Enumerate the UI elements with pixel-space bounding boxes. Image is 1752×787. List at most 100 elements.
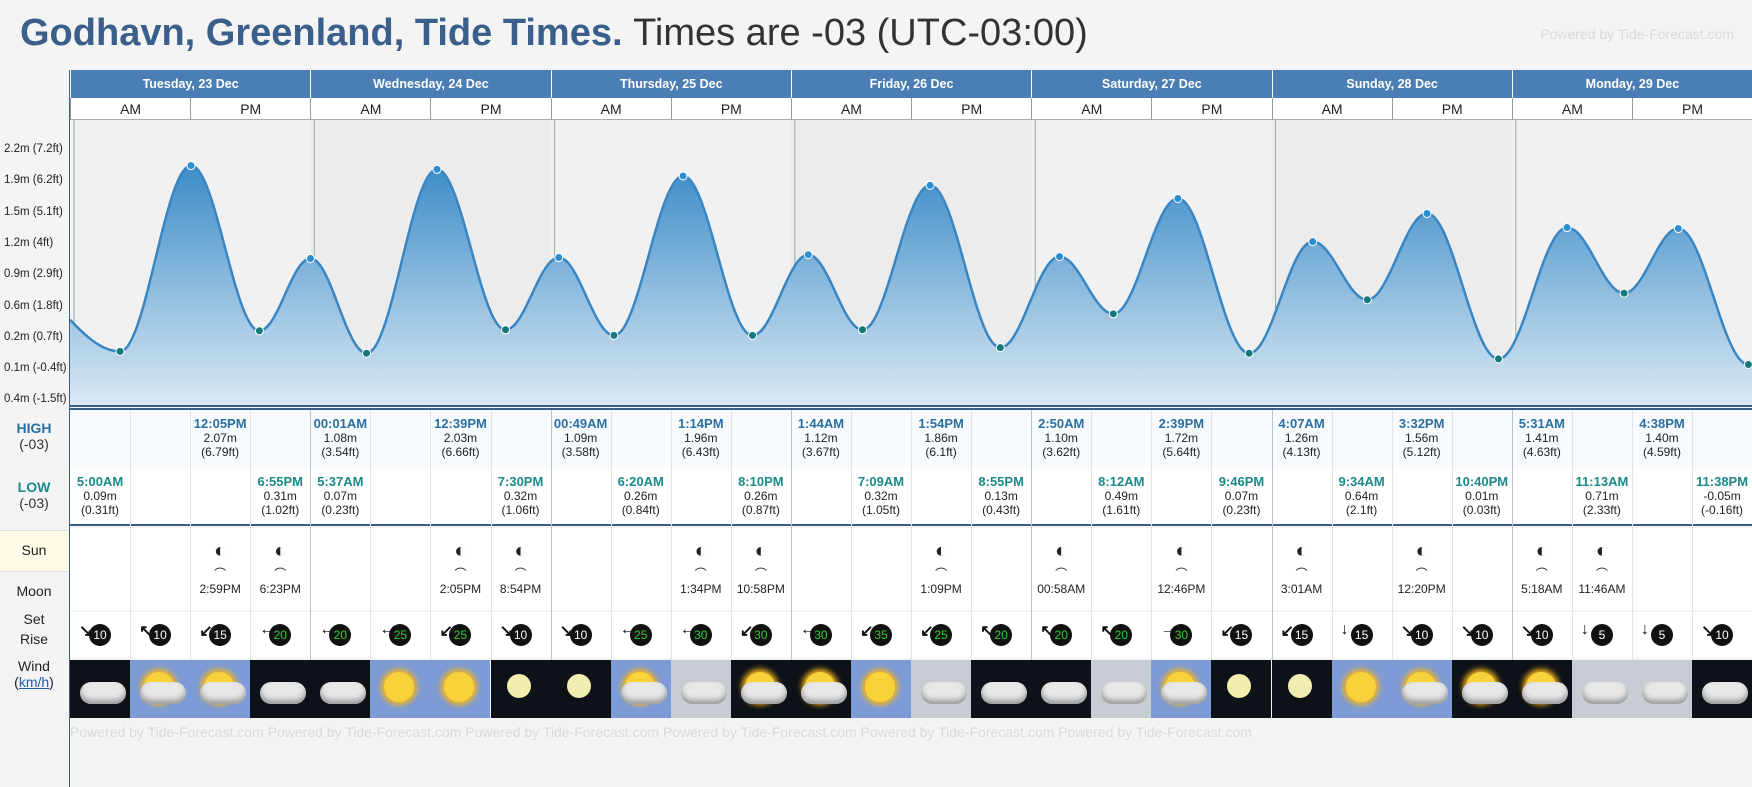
tide-height-ft: (0.87ft) <box>741 503 780 517</box>
pm-label: PM <box>1151 98 1271 120</box>
tide-height-ft: (-0.16ft) <box>1701 503 1744 517</box>
am-label: AM <box>70 98 190 120</box>
sun-label: Sun <box>21 542 47 558</box>
tide-height-ft: (0.23ft) <box>1222 503 1261 517</box>
tide-time: 12:39PM <box>434 416 487 431</box>
wind-speed-badge: 5 <box>1650 624 1673 646</box>
page-title: Godhavn, Greenland, Tide Times. Times ar… <box>20 12 1088 55</box>
tide-time: 6:55PM <box>257 474 304 489</box>
tide-height-m: 0.26m <box>744 489 778 503</box>
low-tide-point <box>254 326 264 336</box>
tide-area <box>70 165 1752 406</box>
weather-sun-cloud-icon <box>130 660 191 718</box>
y-axis-label: 0.4m (-1.5ft) <box>4 393 67 406</box>
tide-height-m: 0.32m <box>864 489 898 503</box>
low-tide-cell: 8:55PM 0.13m (0.43ft) <box>971 474 1031 518</box>
wind-speed-badge: 10 <box>1530 624 1553 646</box>
moon-phase-icon: ◐ <box>1295 540 1308 562</box>
moonrise-icon: ⌒ <box>274 567 287 581</box>
moon-cell: ◐ ⌒ 00:58AM <box>1031 541 1091 596</box>
low-tide-cell: 11:13AM 0.71m (2.33ft) <box>1572 475 1632 518</box>
weather-sun-icon <box>1331 660 1392 718</box>
wind-speed-badge: 20 <box>1050 624 1073 646</box>
wind-speed-badge: 30 <box>749 624 772 646</box>
high-tide-cell: 3:32PM 1.56m (5.12ft) <box>1392 417 1452 460</box>
tide-time: 10:40PM <box>1455 474 1509 489</box>
weather-sun-cloud-icon <box>610 660 671 718</box>
sun-toggle[interactable]: Sun <box>0 530 68 572</box>
y-axis-label: 0.1m (-0.4ft) <box>4 362 67 375</box>
high-tide-point <box>1422 208 1432 218</box>
moon-time: 11:46AM <box>1578 582 1626 596</box>
low-tide-point <box>1362 295 1372 305</box>
wind-speed-badge: 30 <box>689 624 712 646</box>
weather-moon-icon <box>1211 660 1272 718</box>
wind-unit-link[interactable]: km/h <box>18 674 50 690</box>
moon-cell: ◐ ⌒ 3:01AM <box>1272 541 1332 596</box>
low-tide-point <box>857 325 867 335</box>
tide-height-ft: (6.43ft) <box>681 445 720 459</box>
low-tide-point <box>115 346 125 356</box>
moonrise-icon: ⌒ <box>454 567 467 581</box>
high-tide-cell: 00:01AM 1.08m (3.54ft) <box>310 417 370 460</box>
weather-cloud-icon <box>70 660 130 718</box>
am-label: AM <box>1511 98 1632 120</box>
moon-phase-icon: ◐ <box>1535 540 1548 562</box>
moon-phase-icon: ◐ <box>1175 540 1188 562</box>
high-tide-point <box>678 171 688 181</box>
weather-sun-cloud-icon <box>1151 660 1212 718</box>
tide-time: 8:12AM <box>1098 474 1145 489</box>
tide-time: 00:49AM <box>553 416 608 431</box>
tide-height-ft: (0.31ft) <box>81 503 120 517</box>
wind-speed-badge: 10 <box>1410 624 1433 646</box>
location-title: Godhavn, Greenland, Tide Times. <box>20 12 623 54</box>
high-tide-point <box>1173 193 1183 203</box>
high-tide-point <box>1673 223 1683 233</box>
wind-direction-icon: ← <box>319 621 336 638</box>
high-tide-point <box>1562 223 1572 233</box>
high-tide-point <box>554 253 564 263</box>
tide-height-ft: (3.62ft) <box>1042 445 1081 459</box>
high-tide-point <box>803 250 813 260</box>
day-header: Saturday, 27 Dec <box>1031 70 1271 98</box>
tide-height-m: 1.96m <box>684 431 718 445</box>
pm-label: PM <box>1391 98 1512 120</box>
wind-direction-icon: ↖ <box>980 623 994 640</box>
wind-direction-icon: ← <box>679 621 696 638</box>
pm-label: PM <box>190 98 310 120</box>
y-axis-label: 1.5m (5.1ft) <box>4 205 63 218</box>
moon-label: Moon <box>16 583 52 599</box>
weather-cloud-icon <box>310 660 371 718</box>
wind-direction-icon: ↙ <box>199 623 213 640</box>
high-label: HIGH <box>16 420 52 436</box>
tide-height-m: 2.03m <box>443 431 478 445</box>
moonrise-icon: ⌒ <box>754 567 767 581</box>
y-axis-label: 0.9m (2.9ft) <box>4 268 63 281</box>
tide-points <box>115 161 1752 369</box>
high-tide-cell: 1:44AM 1.12m (3.67ft) <box>791 417 851 460</box>
tide-time: 1:54PM <box>918 416 964 431</box>
low-tide-point <box>1493 354 1503 364</box>
pm-label: PM <box>670 98 791 120</box>
tide-height-m: 1.26m <box>1284 431 1319 445</box>
weather-sun-cloud-icon <box>1451 660 1512 718</box>
wind-speed-badge: 10 <box>1470 624 1493 646</box>
high-tide-point <box>1055 252 1065 262</box>
low-tide-cell: 10:40PM 0.01m (0.03ft) <box>1452 474 1512 518</box>
low-tide-point <box>501 325 511 335</box>
low-tide-cell: 8:10PM 0.26m (0.87ft) <box>731 474 791 518</box>
am-pm-bar: AM PM AM PM AM PM AM PM AM PM AM PM AM PM <box>70 98 1752 120</box>
high-tide-cell: 12:05PM 2.07m (6.79ft) <box>190 417 250 460</box>
tide-time: 8:55PM <box>978 474 1024 489</box>
low-tide-point <box>1619 288 1629 298</box>
low-tz-label: (-03) <box>19 495 49 511</box>
tide-height-ft: (2.1ft) <box>1345 503 1378 517</box>
wind-direction-icon: ← <box>619 621 636 638</box>
weather-sun-cloud-icon <box>1391 660 1452 718</box>
moon-time: 6:23PM <box>259 582 301 596</box>
tide-time: 8:10PM <box>738 474 784 489</box>
moon-phase-icon: ◐ <box>1415 540 1428 562</box>
tide-height-m: 0.71m <box>1585 489 1619 503</box>
wind-direction-icon: ↙ <box>1280 623 1294 640</box>
wind-direction-icon: ↘ <box>1701 623 1715 640</box>
